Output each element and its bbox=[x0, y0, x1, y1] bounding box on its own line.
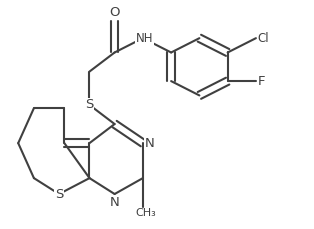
Text: CH₃: CH₃ bbox=[136, 208, 156, 218]
Text: NH: NH bbox=[136, 32, 153, 45]
Text: N: N bbox=[110, 196, 120, 209]
Text: F: F bbox=[257, 75, 265, 88]
Text: S: S bbox=[55, 188, 63, 201]
Text: Cl: Cl bbox=[257, 32, 269, 45]
Text: N: N bbox=[144, 137, 154, 150]
Text: S: S bbox=[85, 98, 94, 112]
Text: O: O bbox=[109, 6, 120, 19]
